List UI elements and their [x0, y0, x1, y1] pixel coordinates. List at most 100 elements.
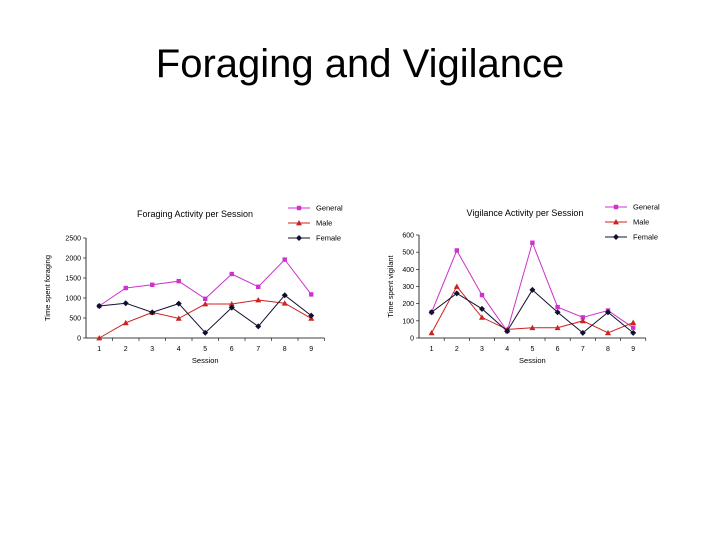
vigilance-data-point: [555, 304, 560, 310]
vigilance-data-point: [479, 305, 485, 312]
vigilance-x-tick-label: 1: [430, 346, 434, 353]
foraging-x-tick-label: 2: [124, 346, 128, 353]
vigilance-x-tick-label: 2: [455, 346, 459, 353]
vigilance-data-point: [428, 329, 435, 336]
vigilance-legend-marker: [613, 219, 619, 225]
vigilance-legend-label: General: [633, 203, 660, 212]
foraging-y-tick-label: 2500: [65, 236, 81, 243]
vigilance-data-point: [529, 286, 536, 293]
vigilance-y-tick-label: 300: [402, 284, 414, 291]
foraging-chart: Foraging Activity per Session 0 500 1000 150…: [43, 204, 343, 366]
foraging-data-point: [281, 300, 288, 306]
foraging-x-tick-label: 6: [230, 346, 234, 353]
vigilance-data-point: [579, 329, 586, 336]
foraging-data-point: [176, 279, 181, 284]
foraging-x-tick-label: 9: [309, 346, 313, 353]
foraging-data-point: [255, 297, 262, 303]
vigilance-y-tick-label: 600: [402, 233, 414, 240]
foraging-y-tick-label: 0: [77, 336, 81, 343]
vigilance-data-point: [428, 309, 435, 316]
foraging-data-point: [229, 271, 234, 277]
vigilance-data-point: [530, 240, 535, 245]
foraging-x-tick-label: 8: [283, 346, 287, 353]
vigilance-x-tick-label: 3: [480, 346, 484, 353]
foraging-legend-marker: [296, 205, 302, 211]
foraging-x-tick-label: 7: [256, 346, 260, 353]
vigilance-legend-marker: [613, 234, 619, 240]
foraging-y-tick-label: 500: [69, 316, 81, 323]
vigilance-x-tick-label: 8: [606, 346, 610, 353]
foraging-x-tick-label: 5: [203, 346, 207, 353]
foraging-x-tick-label: 3: [150, 346, 154, 353]
foraging-legend-marker: [296, 220, 302, 226]
vigilance-data-point: [453, 283, 460, 289]
foraging-data-point: [255, 323, 262, 330]
vigilance-data-point: [631, 325, 636, 330]
foraging-x-tick-label: 4: [177, 346, 181, 353]
foraging-data-point: [282, 257, 287, 262]
vigilance-title: Vigilance Activity per Session: [467, 208, 584, 218]
foraging-data-point: [308, 312, 315, 319]
vigilance-data-point: [479, 292, 485, 298]
foraging-data-point: [149, 309, 156, 316]
slide-title: Foraging and Vigilance: [155, 42, 565, 86]
vigilance-data-point: [554, 324, 561, 331]
vigilance-data-point: [529, 324, 536, 331]
foraging-y-tick-label: 2000: [65, 256, 81, 263]
foraging-y-axis-label: Time spent foraging: [43, 255, 52, 321]
foraging-data-point: [96, 303, 103, 309]
vigilance-x-tick-label: 7: [581, 346, 585, 353]
foraging-data-point: [309, 292, 314, 297]
foraging-legend-marker: [296, 235, 302, 241]
foraging-legend-label: Female: [316, 234, 341, 243]
vigilance-legend-label: Male: [633, 218, 649, 227]
vigilance-x-tick-label: 5: [530, 346, 534, 353]
foraging-data-point: [150, 282, 155, 287]
foraging-data-point: [228, 304, 235, 311]
foraging-data-point: [228, 301, 235, 307]
vigilance-legend-label: Female: [633, 233, 658, 242]
foraging-data-point: [123, 285, 128, 291]
vigilance-data-point: [504, 328, 511, 335]
vigilance-data-point: [554, 309, 561, 316]
foraging-y-tick-label: 1500: [65, 276, 81, 283]
vigilance-y-tick-label: 400: [402, 267, 414, 274]
foraging-data-point: [96, 335, 103, 341]
vigilance-data-point: [454, 248, 459, 253]
foraging-data-point: [202, 329, 209, 336]
vigilance-data-point: [605, 329, 611, 336]
foraging-data-point: [175, 300, 182, 307]
vigilance-x-axis-label: Session: [519, 356, 546, 365]
vigilance-x-tick-label: 6: [556, 346, 560, 353]
foraging-data-point: [122, 319, 129, 326]
vigilance-data-point: [579, 317, 586, 324]
vigilance-y-tick-label: 500: [402, 250, 414, 257]
foraging-title: Foraging Activity per Session: [137, 209, 253, 219]
foraging-data-point: [175, 315, 182, 321]
vigilance-x-tick-label: 4: [505, 346, 509, 353]
vigilance-series-line-general: [431, 241, 634, 333]
foraging-legend-label: General: [316, 204, 343, 213]
vigilance-y-tick-label: 0: [410, 336, 414, 343]
vigilance-legend-marker: [613, 204, 619, 210]
vigilance-data-point: [580, 315, 585, 320]
foraging-x-tick-label: 1: [97, 346, 101, 353]
vigilance-y-tick-label: 100: [402, 318, 414, 325]
vigilance-x-tick-label: 9: [631, 346, 635, 353]
vigilance-data-point: [453, 290, 460, 297]
vigilance-y-axis-label: Time spent vigilant: [386, 254, 395, 317]
foraging-legend-label: Male: [316, 219, 332, 228]
vigilance-data-point: [630, 319, 637, 325]
vigilance-y-tick-label: 200: [402, 301, 414, 308]
vigilance-data-point: [630, 329, 637, 336]
vigilance-chart: Vigilance Activity per Session 0 100 200 300…: [386, 203, 660, 366]
vigilance-data-point: [605, 309, 611, 316]
foraging-y-tick-label: 1000: [65, 296, 81, 303]
foraging-data-point: [202, 301, 209, 307]
foraging-data-point: [203, 296, 208, 301]
vigilance-data-point: [479, 314, 485, 320]
foraging-x-axis-label: Session: [192, 356, 219, 365]
foraging-data-point: [122, 300, 129, 307]
foraging-data-point: [281, 292, 288, 299]
foraging-data-point: [256, 284, 261, 289]
